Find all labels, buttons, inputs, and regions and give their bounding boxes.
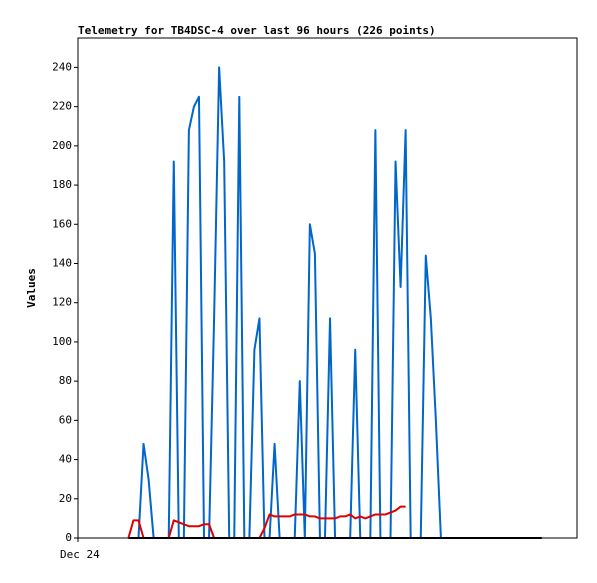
y-axis-label: Values xyxy=(25,268,38,308)
y-tick-label: 200 xyxy=(52,139,72,152)
y-tick-label: 140 xyxy=(52,256,72,269)
x-tick-label: Dec 24 xyxy=(60,548,100,561)
y-tick-label: 240 xyxy=(52,60,72,73)
chart-title: Telemetry for TB4DSC-4 over last 96 hour… xyxy=(78,24,436,37)
y-tick-label: 220 xyxy=(52,100,72,113)
y-tick-label: 40 xyxy=(59,453,72,466)
y-tick-label: 80 xyxy=(59,374,72,387)
y-tick-label: 20 xyxy=(59,492,72,505)
y-tick-label: 160 xyxy=(52,217,72,230)
y-tick-label: 0 xyxy=(65,531,72,544)
y-tick-label: 100 xyxy=(52,335,72,348)
y-tick-label: 60 xyxy=(59,413,72,426)
y-tick-label: 180 xyxy=(52,178,72,191)
y-tick-label: 120 xyxy=(52,296,72,309)
series-line xyxy=(127,505,406,539)
